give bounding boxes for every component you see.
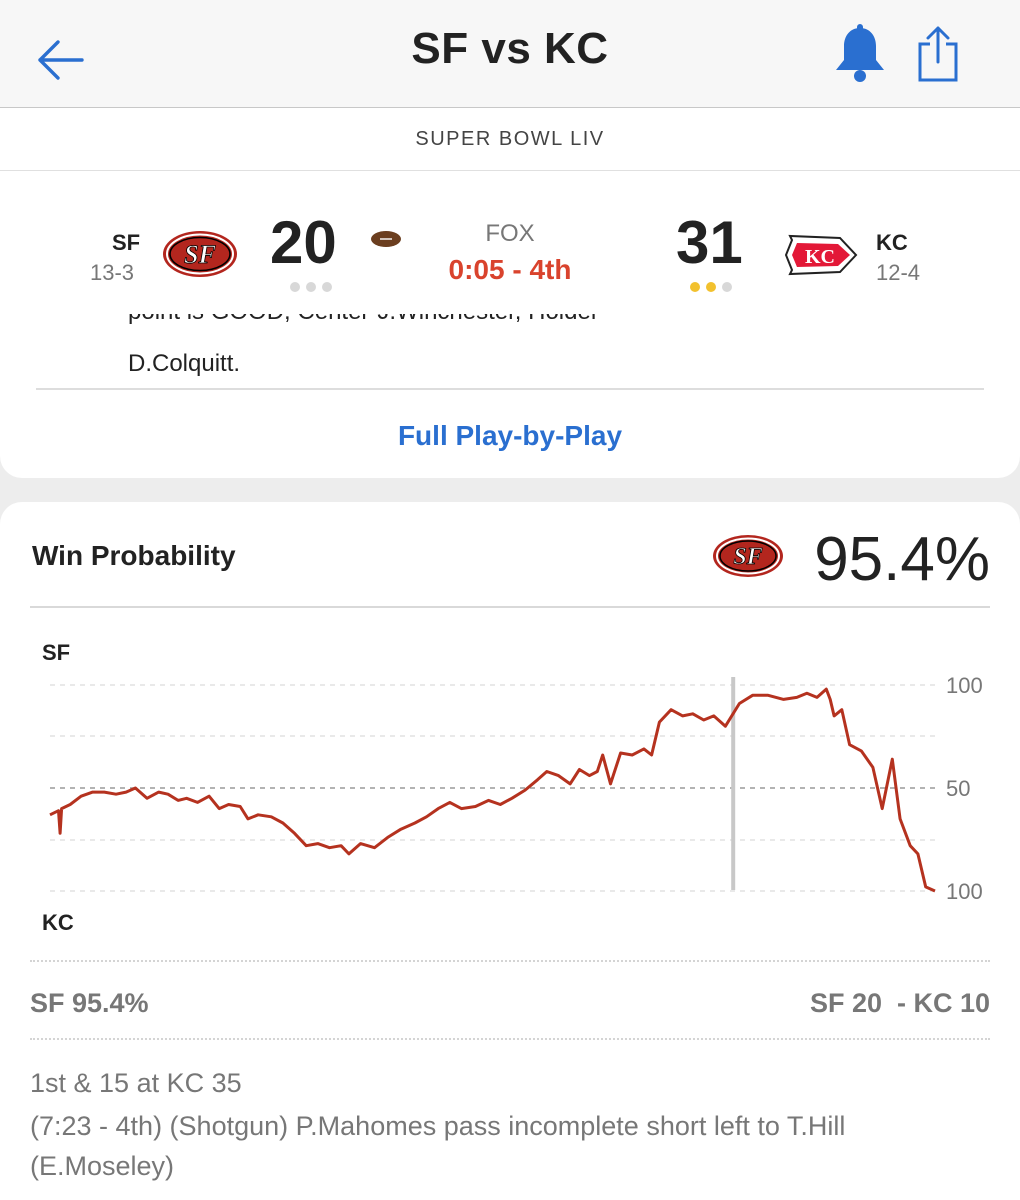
timeout-dot (322, 282, 332, 292)
divider (36, 388, 984, 390)
timeout-dot (690, 282, 700, 292)
svg-text:KC: KC (805, 246, 835, 268)
last-play-text-clipped: point is GOOD, Center-J.Winchester, Hold… (128, 314, 828, 344)
divider (30, 960, 990, 962)
svg-text:SF: SF (733, 544, 762, 570)
timeout-dot (290, 282, 300, 292)
home-timeouts (290, 282, 332, 292)
away-team-record: 12-4 (876, 260, 921, 285)
back-arrow-icon[interactable] (36, 38, 84, 82)
y-tick-label: 100 (946, 673, 983, 698)
y-tick-label: 100 (946, 879, 983, 904)
clipped-text-line (130, 102, 250, 110)
chiefs-logo[interactable]: KC (782, 232, 860, 278)
game-clock: 0:05 - 4th (448, 254, 572, 285)
down-and-distance: 1st & 15 at KC 35 (30, 1068, 242, 1098)
bell-icon[interactable] (832, 24, 888, 84)
home-team-abbr: SF (112, 230, 141, 255)
page-title: SF vs KC (411, 24, 609, 73)
football-icon (371, 231, 401, 247)
share-icon[interactable] (912, 24, 964, 84)
event-name: SUPER BOWL LIV (415, 128, 605, 150)
timeout-dot (306, 282, 316, 292)
49ers-logo[interactable]: SF (162, 230, 238, 278)
away-team-abbr: KC (876, 230, 908, 255)
game-card: SUPER BOWL LIV SF 13-3 SF 20 FOX 0:05 - … (0, 108, 1020, 478)
49ers-logo: SF (713, 535, 783, 577)
section-title: Win Probability (32, 540, 236, 571)
home-team-score: 20 (270, 209, 337, 276)
win-probability-value: 95.4% (814, 525, 990, 594)
tv-network: FOX (485, 220, 535, 247)
chart-top-team-label: SF (42, 640, 70, 665)
selected-play-probability: SF 95.4% (30, 988, 149, 1018)
top-nav-bar: SF vs KC (0, 0, 1020, 108)
away-team-score: 31 (676, 209, 743, 276)
chart-bottom-team-label: KC (42, 910, 74, 935)
home-team-record: 13-3 (90, 260, 135, 285)
win-probability-line (49, 687, 936, 893)
divider (30, 606, 990, 608)
win-probability-card: Win Probability SF 95.4% SF KC 100 50 10… (0, 502, 1020, 1200)
svg-text:SF: SF (184, 240, 216, 269)
timeout-dot (706, 282, 716, 292)
play-description: (7:23 - 4th) (Shotgun) P.Mahomes pass in… (30, 1111, 846, 1181)
selected-play-score: SF 20 - KC 10 (809, 988, 990, 1018)
timeout-dot (722, 282, 732, 292)
divider (0, 170, 1020, 171)
full-play-by-play-link[interactable]: Full Play-by-Play (397, 420, 623, 451)
last-play-text: D.Colquitt. (128, 350, 241, 377)
away-timeouts (690, 282, 732, 292)
win-probability-chart[interactable]: SF KC 100 50 100 (0, 622, 1020, 942)
divider (30, 1038, 990, 1040)
y-tick-label: 50 (946, 776, 970, 801)
